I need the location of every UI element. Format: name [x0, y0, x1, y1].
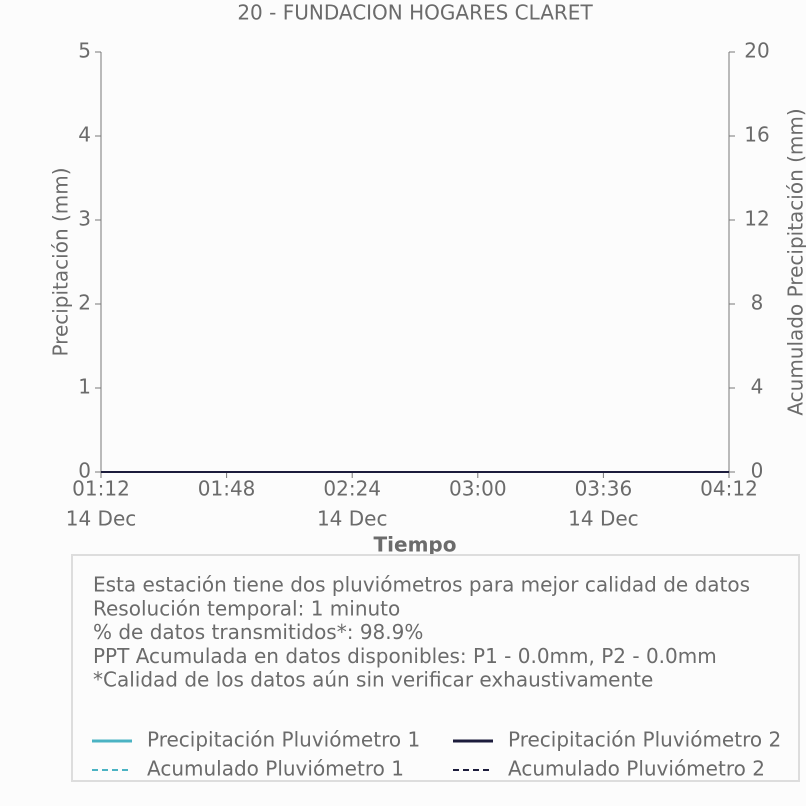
info-line: % de datos transmitidos*: 98.9%	[93, 620, 423, 644]
y-tick-label: 4	[78, 123, 91, 147]
info-line: Resolución temporal: 1 minuto	[93, 596, 400, 620]
x-tick-sublabel: 14 Dec	[66, 507, 137, 531]
x-tick-label: 04:12	[700, 477, 758, 501]
y-tick-label: 1	[78, 375, 91, 399]
legend-label: Precipitación Pluviómetro 1	[147, 728, 420, 752]
y2-tick-label: 20	[744, 39, 769, 63]
y2-tick-label: 0	[751, 459, 764, 483]
info-line: Esta estación tiene dos pluviómetros par…	[93, 573, 750, 597]
x-tick-sublabel: 14 Dec	[568, 507, 639, 531]
y-axis-label: Precipitación (mm)	[49, 167, 73, 356]
y-tick-label: 5	[78, 39, 91, 63]
x-tick-label: 01:12	[72, 477, 130, 501]
info-line: PPT Acumulada en datos disponibles: P1 -…	[93, 644, 717, 668]
legend-label: Precipitación Pluviómetro 2	[508, 728, 781, 752]
chart-title: 20 - FUNDACION HOGARES CLARET	[237, 1, 593, 25]
x-axis-label: Tiempo	[374, 533, 457, 557]
y2-tick-label: 4	[751, 375, 764, 399]
y2-axis-label: Acumulado Precipitación (mm)	[784, 108, 806, 415]
info-box	[71, 554, 800, 782]
x-tick-sublabel: 14 Dec	[317, 507, 388, 531]
x-tick-label: 03:36	[575, 477, 633, 501]
x-tick-label: 02:24	[323, 477, 381, 501]
x-tick-label: 03:00	[449, 477, 507, 501]
y-tick-label: 0	[78, 459, 91, 483]
y-tick-label: 3	[78, 207, 91, 231]
info-line: *Calidad de los datos aún sin verificar …	[93, 668, 653, 692]
y-tick-label: 2	[78, 291, 91, 315]
legend-label: Acumulado Pluviómetro 1	[147, 757, 404, 781]
y2-tick-label: 8	[751, 291, 764, 315]
y2-tick-label: 12	[744, 207, 769, 231]
legend-label: Acumulado Pluviómetro 2	[508, 757, 765, 781]
y2-tick-label: 16	[744, 123, 769, 147]
x-tick-label: 01:48	[198, 477, 256, 501]
